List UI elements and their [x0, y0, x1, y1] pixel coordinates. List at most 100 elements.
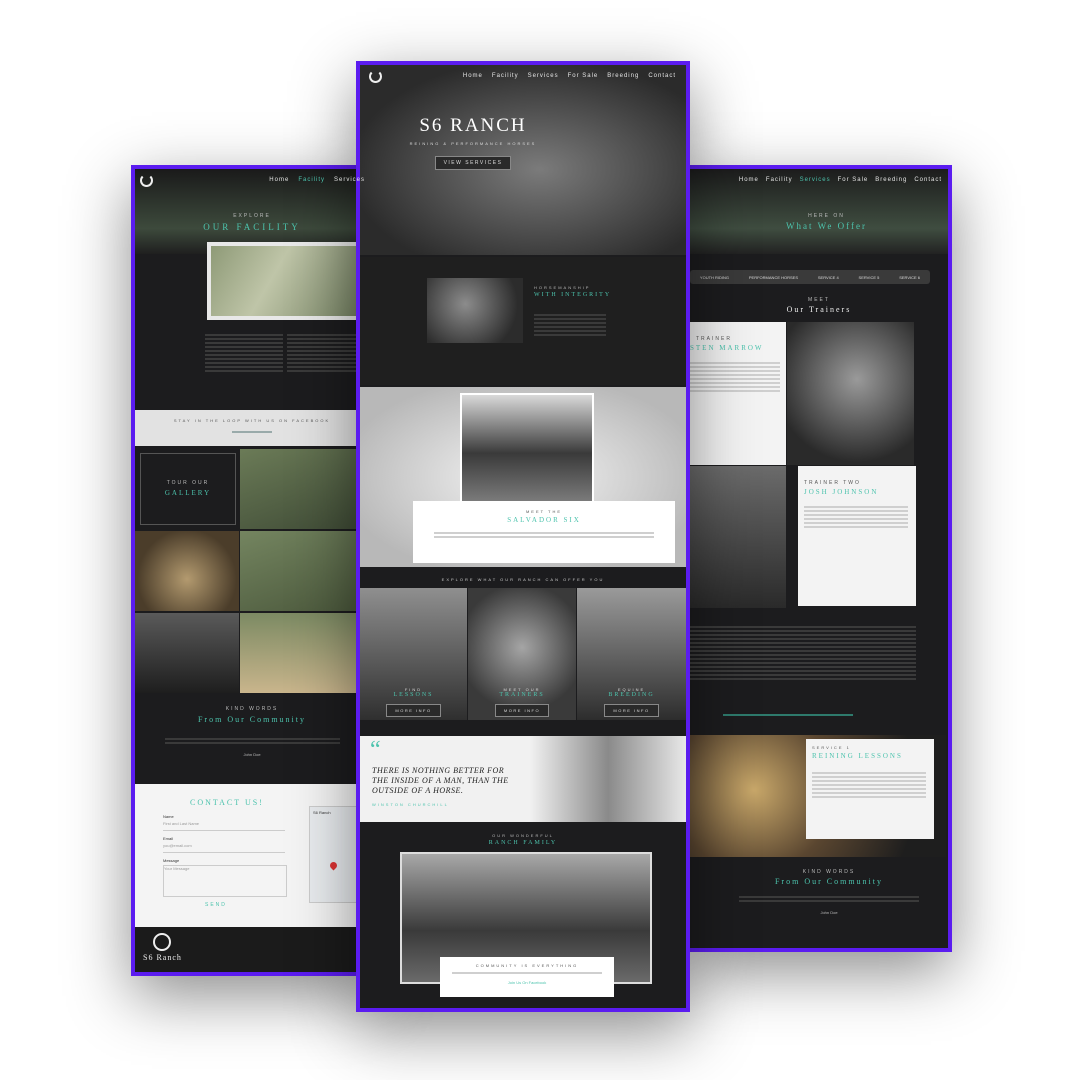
breeding-title: BREEDING	[608, 692, 655, 698]
trainer-2-card: TRAINER TWO JOSH JOHNSON	[798, 466, 916, 606]
contact-section: CONTACT US! Name First and Last Name Ema…	[135, 784, 369, 927]
community-title: From Our Community	[197, 715, 306, 724]
tab-service-4[interactable]: SERVICE 4	[817, 274, 839, 280]
quote-text: THERE IS NOTHING BETTER FOR THE INSIDE O…	[372, 766, 509, 795]
family-label: MEET THE	[525, 509, 563, 514]
footer: S6 Ranch	[135, 927, 369, 972]
send-button[interactable]: SEND	[205, 902, 227, 908]
tab-youth-riding[interactable]: YOUTH RIDING	[699, 274, 730, 280]
lessons-title: LESSONS	[393, 692, 434, 698]
gallery-image-1[interactable]	[240, 449, 369, 529]
offer-title: What We Offer	[786, 221, 867, 231]
quote-section: “ THERE IS NOTHING BETTER FOR THE INSIDE…	[360, 736, 686, 822]
nav-for-sale[interactable]: For Sale	[567, 73, 599, 79]
breeding-label: EQUINE	[617, 687, 646, 692]
community-title: From Our Community	[774, 877, 883, 886]
service-breeding: EQUINE BREEDING MORE INFO	[577, 687, 686, 717]
facebook-banner: STAY IN THE LOOP WITH US ON FACEBOOK	[135, 410, 369, 446]
facebook-link[interactable]: Join Us On Facebook	[507, 980, 547, 985]
name-label: Name	[163, 814, 174, 819]
lessons-label: FIND	[404, 687, 423, 692]
offer-label: HERE ON	[808, 213, 845, 219]
trainers-image[interactable]	[468, 588, 576, 720]
gallery-image-4[interactable]	[135, 613, 239, 693]
trainer-1-label: TRAINER	[696, 336, 732, 342]
nav-facility[interactable]: Facility	[765, 177, 793, 183]
family-card: MEET THE SALVADOR SIX	[413, 501, 675, 563]
nav-facility[interactable]: Facility	[298, 177, 325, 183]
trainer-1-name: STEN MARROW	[690, 344, 764, 352]
stay-in-loop-text[interactable]: STAY IN THE LOOP WITH US ON FACEBOOK	[173, 418, 331, 423]
footer-logo-icon	[153, 933, 171, 951]
facility-page-frame: Home Facility Services EXPLORE OUR FACIL…	[131, 165, 373, 976]
ranch-logo-icon[interactable]	[140, 174, 153, 187]
hero-title: S6 RANCH	[419, 115, 527, 136]
ranch-family-label: OUR WONDERFUL	[492, 833, 554, 838]
integrity-section: HORSEMANSHIP WITH INTEGRITY	[360, 257, 686, 385]
integrity-label: HORSEMANSHIP	[534, 285, 591, 290]
trainer-1-card: TRAINER STEN MARROW	[690, 322, 786, 465]
nav-services[interactable]: Services	[799, 177, 831, 183]
gallery-box: TOUR OUR GALLERY	[140, 453, 236, 525]
nav-facility[interactable]: Facility	[491, 73, 519, 79]
nav-for-sale[interactable]: For Sale	[837, 177, 869, 183]
trainer-2-name: JOSH JOHNSON	[804, 488, 879, 496]
email-label: Email	[163, 836, 174, 841]
kind-words-label: KIND WORDS	[802, 869, 856, 875]
nav-breeding[interactable]: Breeding	[607, 73, 640, 79]
facility-text-right	[287, 332, 365, 374]
testimonial-author: John Doe	[243, 752, 261, 757]
breeding-more-info-button[interactable]: MORE INFO	[604, 704, 659, 717]
nav-breeding[interactable]: Breeding	[875, 177, 908, 183]
view-services-button[interactable]: VIEW SERVICES	[434, 156, 512, 170]
ranch-logo-icon[interactable]	[369, 70, 382, 83]
services-tabs: YOUTH RIDING PERFORMANCE HORSES SERVICE …	[690, 270, 930, 284]
gallery-image-3[interactable]	[240, 531, 369, 611]
home-nav: Home Facility Services For Sale Breeding…	[360, 65, 686, 87]
message-field[interactable]: Your Message	[163, 865, 287, 897]
name-field[interactable]: First and Last Name	[163, 821, 285, 831]
tab-service-6[interactable]: SERVICE 6	[899, 274, 921, 280]
lessons-more-info-button[interactable]: MORE INFO	[386, 704, 441, 717]
facility-text-left	[205, 332, 283, 374]
tab-service-5[interactable]: SERVICE 5	[858, 274, 880, 280]
kind-words-label: KIND WORDS	[225, 706, 279, 712]
trainer-2-photo	[690, 466, 786, 608]
contact-title: CONTACT US!	[190, 798, 264, 807]
gallery-image-2[interactable]	[135, 531, 239, 611]
nav-services[interactable]: Services	[527, 73, 559, 79]
reining-lessons-card: SERVICE 1 REINING LESSONS	[806, 739, 934, 839]
lessons-image[interactable]	[360, 588, 467, 720]
nav-contact[interactable]: Contact	[914, 177, 942, 183]
nav-home[interactable]: Home	[462, 73, 483, 79]
testimonial-author: John Doe	[820, 910, 838, 915]
trainers-label: MEET OUR	[503, 687, 541, 692]
service-trainers: MEET OUR TRAINERS MORE INFO	[468, 687, 576, 717]
email-field[interactable]: you@email.com	[163, 843, 285, 853]
service-label: SERVICE 1	[812, 745, 851, 750]
trainers-title: Our Trainers	[786, 305, 852, 314]
nav-services[interactable]: Services	[333, 177, 365, 183]
hero-horse-image	[360, 65, 686, 255]
quote-mark-icon: “	[370, 737, 381, 763]
breeding-image[interactable]	[577, 588, 686, 720]
gallery-title: GALLERY	[164, 489, 212, 497]
hero-subtitle: REINING & PERFORMANCE HORSES	[409, 141, 537, 146]
trainers-more-info-button[interactable]: MORE INFO	[494, 704, 550, 717]
trainer-1-photo	[787, 322, 914, 465]
family-title: SALVADOR SIX	[507, 516, 581, 524]
facility-label: EXPLORE	[233, 213, 271, 219]
message-label: Message	[163, 858, 180, 863]
nav-home[interactable]: Home	[269, 177, 290, 183]
integrity-title: WITH INTEGRITY	[534, 292, 612, 298]
community-label: COMMUNITY IS EVERYTHING	[475, 963, 579, 968]
horse-head-image	[427, 278, 523, 343]
service-lessons: FIND LESSONS MORE INFO	[360, 687, 467, 717]
gallery-image-5[interactable]	[240, 613, 369, 693]
nav-contact[interactable]: Contact	[648, 73, 676, 79]
trainer-2-label: TRAINER TWO	[804, 480, 861, 486]
footer-brand: S6 Ranch	[143, 953, 182, 962]
service-title: REINING LESSONS	[812, 752, 903, 760]
nav-home[interactable]: Home	[738, 177, 759, 183]
tab-performance-horses[interactable]: PERFORMANCE HORSES	[748, 274, 799, 280]
